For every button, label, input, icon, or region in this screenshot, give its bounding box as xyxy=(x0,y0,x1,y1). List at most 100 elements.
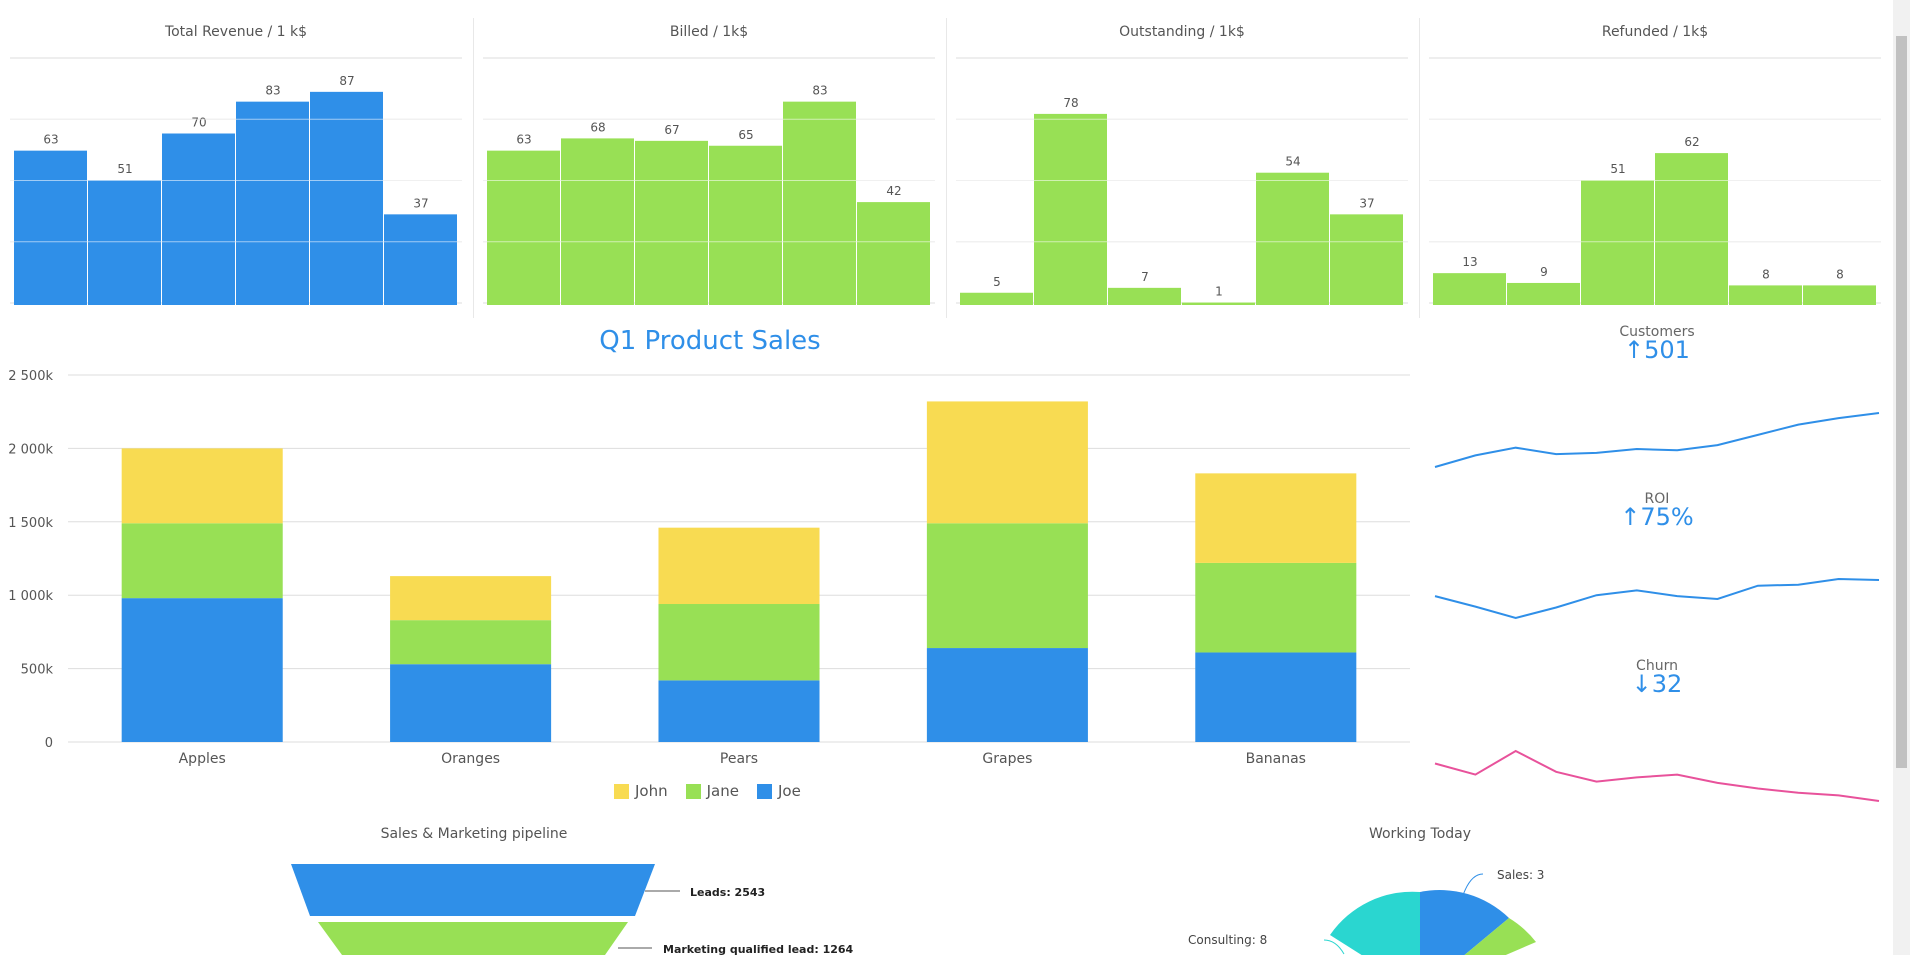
mini-bar-label: 51 xyxy=(1610,162,1625,176)
mini-bar[interactable] xyxy=(1803,285,1876,305)
x-tick-label: Apples xyxy=(179,751,226,767)
mini-bar[interactable] xyxy=(384,214,457,305)
kpi-label-roi: ROI xyxy=(1644,491,1670,507)
stacked-bar-chart: 0 500k 1 000k 1 500k 2 000k 2 500k Apples Orang… xyxy=(8,369,1410,767)
mini-bar-label: 63 xyxy=(516,133,531,147)
legend-label: John xyxy=(635,782,668,800)
mini-bar[interactable] xyxy=(1256,172,1329,305)
mini-bar[interactable] xyxy=(1433,273,1506,305)
funnel-stage-mql[interactable] xyxy=(318,922,628,955)
kpi-sparkline-customers xyxy=(1434,412,1880,468)
mini-bar[interactable] xyxy=(1581,180,1654,305)
mini-bar-label: 8 xyxy=(1836,267,1844,281)
mini-bar-label: 51 xyxy=(117,162,132,176)
sparkline xyxy=(1434,412,1880,468)
bar-segment-jane[interactable] xyxy=(1195,562,1357,653)
kpi-sparkline-churn xyxy=(1434,749,1880,802)
bar-segment-jane[interactable] xyxy=(658,604,820,681)
mini-bar[interactable] xyxy=(1729,285,1802,305)
funnel-label-leads: Leads: 2543 xyxy=(690,886,765,899)
chart-legend: John Jane Joe xyxy=(614,782,801,800)
bar-segment-jane[interactable] xyxy=(926,523,1088,649)
sparkline xyxy=(1434,749,1880,802)
bar-segment-john[interactable] xyxy=(658,527,820,605)
kpi-value-customers: ↑501 xyxy=(1624,336,1690,364)
mini-chart-plot: 63 68 67 65 83 42 xyxy=(483,57,935,306)
mini-bar[interactable] xyxy=(1034,113,1107,306)
legend-item-joe[interactable]: Joe xyxy=(756,782,801,800)
mini-bar[interactable] xyxy=(1507,282,1580,305)
bar-segment-john[interactable] xyxy=(926,401,1088,524)
y-tick-label: 1 000k xyxy=(8,589,53,604)
legend-item-john[interactable]: John xyxy=(614,782,668,800)
mini-bar[interactable] xyxy=(709,145,782,305)
funnel-label-mql: Marketing qualified lead: 1264 xyxy=(663,943,854,955)
divider xyxy=(946,18,947,318)
mini-bar-label: 63 xyxy=(43,133,58,147)
bar-segment-joe[interactable] xyxy=(390,664,552,742)
mini-bar[interactable] xyxy=(236,101,309,306)
mini-bar-label: 9 xyxy=(1540,265,1548,279)
bar-segment-joe[interactable] xyxy=(926,648,1088,742)
bar-segment-jane[interactable] xyxy=(390,620,552,665)
bar-segment-john[interactable] xyxy=(390,576,552,621)
y-tick-label: 0 xyxy=(45,736,53,751)
mini-bar-label: 7 xyxy=(1141,270,1149,284)
mini-bar[interactable] xyxy=(635,140,708,305)
mini-chart-title: Refunded / 1k$ xyxy=(1601,24,1709,40)
legend-label: Joe xyxy=(777,782,801,800)
legend-item-jane[interactable]: Jane xyxy=(685,782,739,800)
kpi-sparkline-roi xyxy=(1434,577,1880,620)
mini-bar-label: 87 xyxy=(339,74,354,88)
scrollbar-thumb[interactable] xyxy=(1896,36,1907,768)
bar-segment-joe[interactable] xyxy=(658,680,820,742)
mini-bar[interactable] xyxy=(14,150,87,305)
x-tick-label: Bananas xyxy=(1246,751,1306,767)
mini-bar[interactable] xyxy=(1330,214,1403,305)
pie-slice-sales[interactable] xyxy=(1420,890,1509,955)
mini-chart-title: Outstanding / 1k$ xyxy=(1119,24,1245,40)
mini-bar[interactable] xyxy=(162,133,235,306)
y-tick-label: 1 500k xyxy=(8,516,53,531)
mini-bar[interactable] xyxy=(88,180,161,305)
mini-chart-plot: 13 9 51 62 8 8 xyxy=(1429,57,1881,305)
mini-chart-title: Billed / 1k$ xyxy=(669,24,749,40)
mini-bar[interactable] xyxy=(1655,153,1728,305)
kpi-label-churn: Churn xyxy=(1636,658,1678,674)
pie-label-consulting: Consulting: 8 xyxy=(1188,933,1267,947)
mini-bar-label: 8 xyxy=(1762,267,1770,281)
bar-segment-john[interactable] xyxy=(1195,473,1357,563)
y-tick-label: 500k xyxy=(21,663,54,678)
pie-slice-consulting[interactable] xyxy=(1330,891,1420,955)
mini-bar-label: 70 xyxy=(191,116,206,130)
mini-bar[interactable] xyxy=(487,150,560,305)
page-scrollbar[interactable] xyxy=(1893,0,1910,955)
mini-bar-label: 5 xyxy=(993,275,1001,289)
x-tick-label: Pears xyxy=(720,751,758,767)
pie-slice-partial[interactable] xyxy=(1420,918,1536,955)
bar-segment-joe[interactable] xyxy=(1195,652,1357,742)
mini-chart-title: Total Revenue / 1 k$ xyxy=(164,24,308,40)
funnel-stage-leads[interactable] xyxy=(291,864,655,916)
kpi-value-churn: ↓32 xyxy=(1631,670,1683,698)
mini-bar[interactable] xyxy=(561,138,634,305)
bar-segment-joe[interactable] xyxy=(121,598,283,742)
bar-segment-jane[interactable] xyxy=(121,523,283,599)
mini-bar[interactable] xyxy=(857,202,930,305)
mini-bar[interactable] xyxy=(960,292,1033,305)
mini-bar-label: 13 xyxy=(1462,255,1477,269)
pie-leader-consulting xyxy=(1323,939,1345,955)
mini-bar-label: 83 xyxy=(812,84,827,98)
mini-bar[interactable] xyxy=(1182,302,1255,305)
working-today-pie: Sales: 3 Consulting: 8 xyxy=(1188,868,1544,955)
mini-chart-plot: 63 51 70 83 87 37 xyxy=(10,57,462,306)
mini-bar[interactable] xyxy=(783,101,856,306)
pipeline-funnel: Leads: 2543 Marketing qualified lead: 12… xyxy=(291,864,854,955)
mini-bar[interactable] xyxy=(1108,287,1181,305)
bar-segment-john[interactable] xyxy=(121,448,283,524)
legend-label: Jane xyxy=(706,782,739,800)
mini-bar-label: 68 xyxy=(590,120,605,134)
mini-bar[interactable] xyxy=(310,91,383,305)
mini-bar-label: 42 xyxy=(886,184,901,198)
mini-bar-label: 67 xyxy=(664,123,679,137)
